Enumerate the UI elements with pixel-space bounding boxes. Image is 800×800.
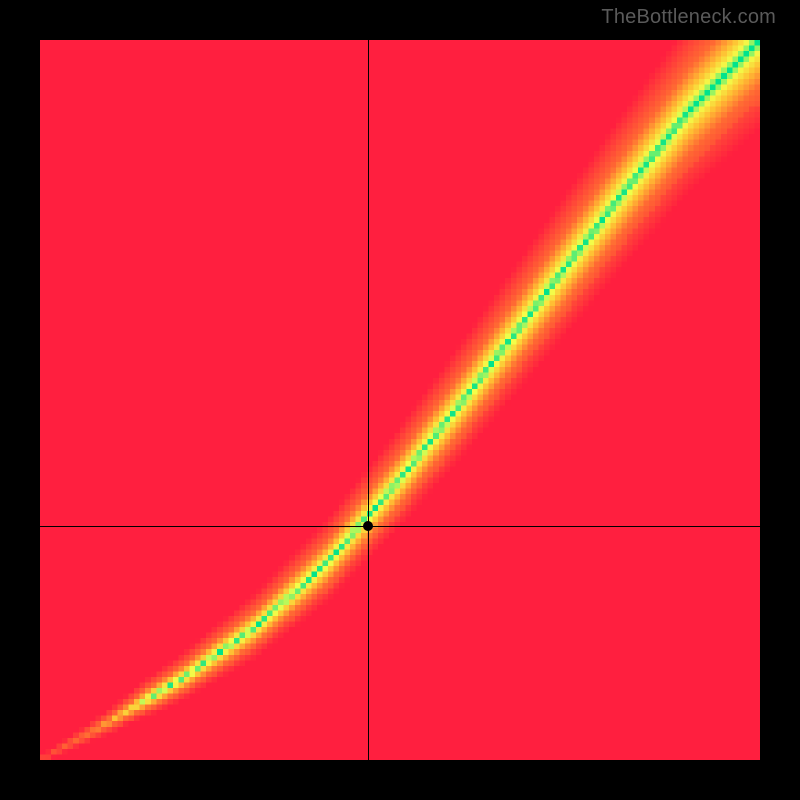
crosshair-vertical	[368, 40, 369, 760]
watermark-text: TheBottleneck.com	[601, 6, 776, 29]
crosshair-horizontal	[40, 526, 760, 527]
selection-point	[363, 521, 373, 531]
bottleneck-heatmap	[40, 40, 760, 760]
plot-area	[40, 40, 760, 760]
